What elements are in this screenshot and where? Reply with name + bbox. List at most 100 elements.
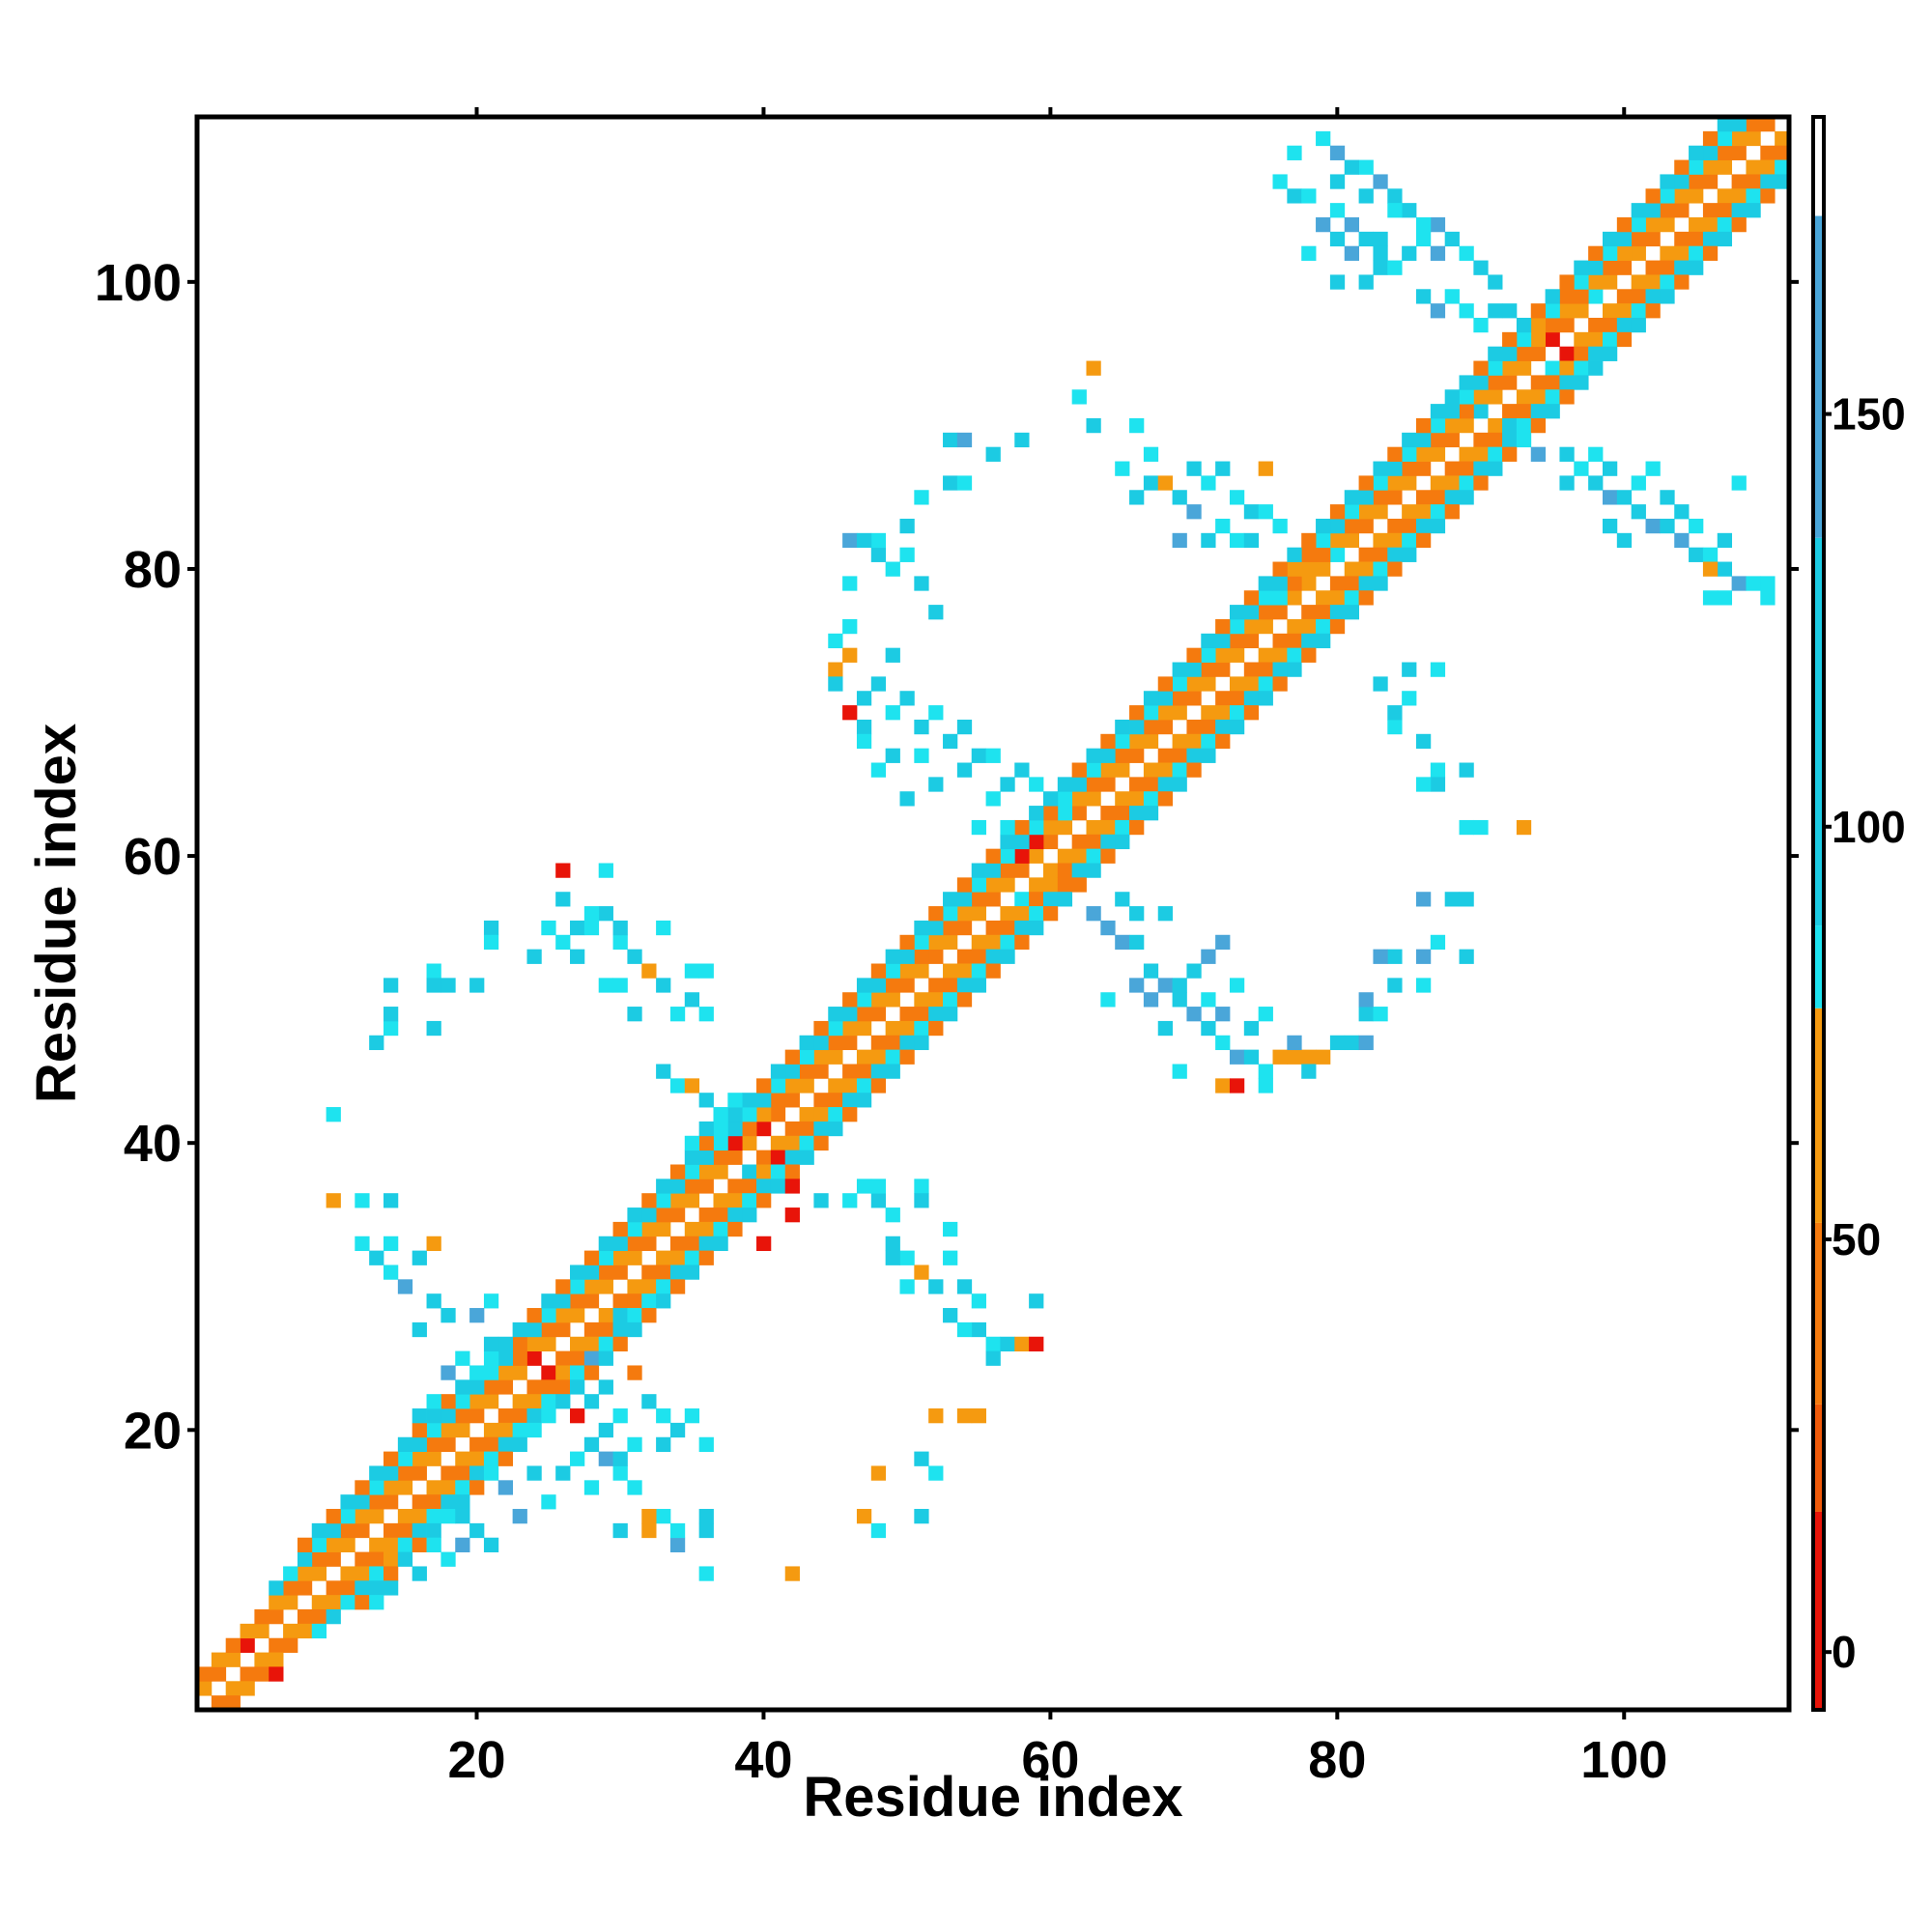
heatmap-cell [483,1336,499,1352]
heatmap-cell [1689,216,1704,233]
heatmap-cell [1702,590,1719,606]
heatmap-cell [1616,490,1633,505]
heatmap-cell [440,1436,456,1452]
heatmap-cell [1502,404,1518,419]
heatmap-cell [1660,245,1675,261]
heatmap-cell [1215,1035,1231,1051]
heatmap-cell [1473,389,1489,405]
heatmap-cell [269,1580,284,1596]
heatmap-cell [856,532,872,549]
heatmap-cell [1645,203,1661,218]
heatmap-cell [1415,978,1432,993]
heatmap-cell [1631,475,1646,491]
heatmap-cell [526,1336,542,1352]
heatmap-cell [340,1566,355,1581]
heatmap-cell [541,1408,556,1424]
heatmap-cell [1545,389,1560,405]
heatmap-cell [1229,633,1245,649]
heatmap-cell [1760,117,1776,132]
heatmap-cell [1215,633,1231,649]
heatmap-cell [483,1293,499,1309]
colorbar-frame [1811,115,1826,1712]
heatmap-cell [1516,317,1532,333]
heatmap-cell [469,1522,485,1539]
heatmap-cell [1459,475,1474,491]
heatmap-cell [311,1537,327,1552]
heatmap-cell [240,1666,255,1682]
heatmap-cell [1316,633,1331,649]
heatmap-cell [1014,834,1030,850]
heatmap-cell [713,1208,728,1223]
heatmap-cell [1775,159,1790,175]
heatmap-cell [698,1522,714,1539]
heatmap-cell [1516,360,1532,376]
heatmap-cell [1201,719,1216,735]
heatmap-cell [1129,777,1145,792]
heatmap-cell [1631,216,1646,233]
heatmap-cell [1415,461,1432,476]
heatmap-cell [1186,676,1202,692]
heatmap-cell [1731,203,1747,218]
heatmap-cell [497,1422,514,1438]
heatmap-cell [1444,404,1460,419]
heatmap-cell [397,1509,413,1524]
heatmap-cell [1473,446,1489,462]
heatmap-cell [355,1595,370,1610]
heatmap-cell [784,1208,800,1223]
heatmap-cell [828,1121,843,1137]
heatmap-cell [1545,317,1560,333]
heatmap-cell [1373,504,1388,520]
heatmap-cell [1201,748,1216,763]
heatmap-cell [412,1494,427,1510]
heatmap-cell [1459,389,1474,405]
heatmap-cell [1602,245,1618,261]
heatmap-cell [426,1408,441,1424]
heatmap-cell [497,1336,514,1352]
heatmap-cell [1502,346,1518,361]
heatmap-cell [612,1221,628,1237]
heatmap-cell [928,1020,944,1037]
heatmap-cell [1387,547,1403,562]
heatmap-cell [455,1394,470,1409]
colorbar: 0 50 100 150 [1811,115,1906,1712]
heatmap-cell [1602,461,1618,476]
heatmap-cell [799,1049,814,1065]
heatmap-cell [469,1379,485,1395]
heatmap-cell [1143,992,1159,1008]
heatmap-cell [756,1121,772,1137]
heatmap-cell [1402,518,1417,534]
heatmap-cell [1775,145,1790,160]
heatmap-cell [885,647,900,663]
heatmap-cell [1559,389,1575,405]
heatmap-cell [512,1436,527,1452]
heatmap-cell [1660,289,1675,304]
heatmap-cell [1029,848,1044,864]
heatmap-cell [483,1365,499,1380]
heatmap-cell [684,1250,700,1265]
heatmap-cell [1316,532,1331,549]
heatmap-cell [684,1164,700,1179]
heatmap-cell [885,992,900,1008]
heatmap-cell [627,1308,642,1323]
heatmap-cell [669,1164,686,1179]
heatmap-cell [885,748,900,763]
heatmap-cell [1459,762,1474,778]
heatmap-cell [1143,791,1159,807]
colorbar-tick-label: 50 [1832,1214,1881,1264]
heatmap-cell [1029,1293,1044,1309]
heatmap-cell [856,1093,872,1108]
heatmap-cell [426,1293,441,1309]
heatmap-cell [1316,547,1331,562]
heatmap-cell [914,1179,929,1194]
heatmap-cell [369,1480,384,1495]
heatmap-cell [1143,963,1159,979]
heatmap-cell [570,949,585,964]
heatmap-cell [555,1293,571,1309]
heatmap-cell [297,1537,313,1552]
heatmap-cell [1559,289,1575,304]
heatmap-cell [1000,934,1015,951]
heatmap-cell [828,1093,843,1108]
heatmap-cell [1459,819,1474,836]
heatmap-cell [440,1494,456,1510]
heatmap-cell [870,992,887,1008]
